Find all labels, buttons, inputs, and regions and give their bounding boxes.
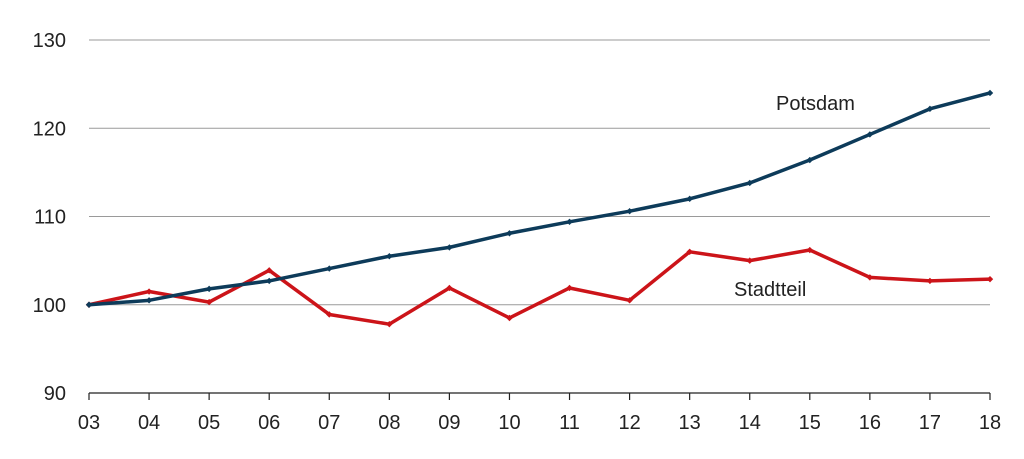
data-point-potsdam [686,195,693,203]
data-point-stadtteil [986,275,994,283]
data-point-potsdam [866,131,874,138]
data-point-stadtteil [806,246,813,254]
axis-layer: 90 100 110 120 130 03 04 05 06 07 08 09 10 11 12 13 14 15… [33,30,1002,434]
data-point-potsdam [506,230,513,237]
series-line-potsdam [87,91,992,307]
data-point-potsdam [926,105,934,113]
data-point-potsdam [205,285,213,293]
y-tick-label: 100 [33,295,66,317]
y-tick-label: 110 [34,207,66,229]
data-point-potsdam [145,297,153,304]
x-tick-label: 15 [799,412,821,434]
data-point-stadtteil [746,257,753,264]
series-label-stadtteil: Stadtteil [734,279,806,301]
x-tick-label: 12 [618,412,640,434]
data-point-potsdam [266,277,273,285]
x-tick-label: 16 [859,412,881,434]
x-tick-label: 08 [378,412,400,434]
data-point-stadtteil [626,297,633,304]
x-tick-label: 09 [438,412,460,434]
data-point-stadtteil [926,277,934,285]
grid-layer [89,39,990,306]
data-point-potsdam [746,179,753,187]
data-point-potsdam [806,156,813,164]
y-tick-label: 90 [44,383,66,405]
data-point-potsdam [85,301,93,308]
x-tick-label: 10 [498,412,520,434]
data-point-stadtteil [145,288,153,295]
data-point-stadtteil [205,298,213,306]
data-point-potsdam [446,244,453,251]
data-point-potsdam [986,89,994,97]
x-tick-label: 04 [138,412,160,434]
data-point-stadtteil [326,311,333,318]
data-point-stadtteil [386,320,393,328]
x-tick-label: 03 [78,412,100,434]
x-tick-label: 06 [258,412,280,434]
series-layer [85,89,994,328]
x-tick-label: 18 [979,412,1001,434]
data-point-stadtteil [566,284,573,292]
y-tick-label: 130 [33,30,66,52]
data-point-stadtteil [266,267,273,274]
x-tick-label: 05 [198,412,220,434]
x-tick-label: 07 [318,412,340,434]
data-point-potsdam [386,253,393,260]
data-point-stadtteil [446,284,453,292]
x-tick-label: 14 [739,412,761,434]
data-point-potsdam [566,218,573,225]
label-layer: Potsdam Stadtteil [734,93,855,301]
data-point-stadtteil [506,314,513,322]
data-point-stadtteil [686,248,693,255]
y-tick-label: 120 [33,118,66,140]
data-point-potsdam [326,265,333,272]
data-point-stadtteil [866,274,874,281]
x-tick-label: 17 [919,412,941,434]
x-tick-label: 13 [679,412,701,434]
data-point-potsdam [626,208,633,215]
x-tick-label: 11 [559,412,580,434]
series-label-potsdam: Potsdam [776,93,855,115]
